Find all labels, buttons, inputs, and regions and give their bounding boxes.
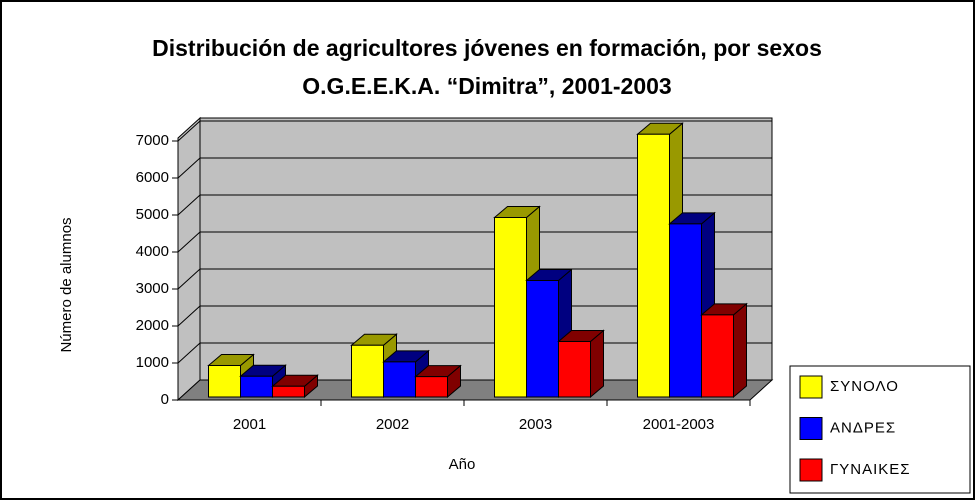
chart-title: O.G.E.E.K.A. “Dimitra”, 2001-2003 [302,73,671,99]
grid-line [177,231,772,253]
x-tick-label: 2002 [376,416,409,433]
bar-front [494,217,527,398]
bar-front [383,361,416,398]
bar-side [733,302,747,399]
bar [350,333,398,399]
grid-line [177,268,772,290]
legend-swatch [799,375,823,399]
y-tick-label: 0 [161,391,169,408]
bar-front [701,314,734,398]
bar [414,364,462,399]
legend-label: ΑΝΔΡΕΣ [830,419,896,436]
bar-front [637,133,670,398]
legend-label: ΣΥΝΟΛΟ [830,378,899,395]
bar-front [558,341,591,398]
y-tick-label: 3000 [136,280,169,297]
bar [557,329,605,399]
side-wall [177,116,201,402]
y-tick-label: 1000 [136,354,169,371]
x-tick-label: 2003 [519,416,552,433]
bar [700,302,748,399]
legend-swatch [799,417,823,440]
legend-swatch [799,458,823,482]
grid-line [177,194,772,216]
grid-line [177,120,772,142]
y-tick-label: 5000 [136,206,169,223]
y-axis-title: Número de alumnos [58,217,75,352]
bar-front [526,279,559,398]
grid-line [177,305,772,327]
x-axis-title: Año [449,456,476,473]
y-tick-label: 4000 [136,243,169,260]
chart-title: Distribución de agricultores jóvenes en … [152,35,822,61]
bar [271,374,319,399]
bar-front [240,375,273,398]
y-tick-label: 2000 [136,317,169,334]
legend-label: ΓΥΝΑΙΚΕΣ [830,461,911,478]
y-tick-label: 6000 [136,169,169,186]
bar-front [415,376,448,398]
x-tick-label: 2001 [233,416,266,433]
bar-front [669,223,702,398]
bar-front [208,365,241,398]
x-tick-label: 2001-2003 [643,416,715,433]
bar-front [272,385,305,398]
grid-line [177,157,772,179]
y-tick-label: 7000 [136,132,169,149]
bar-front [351,344,384,398]
